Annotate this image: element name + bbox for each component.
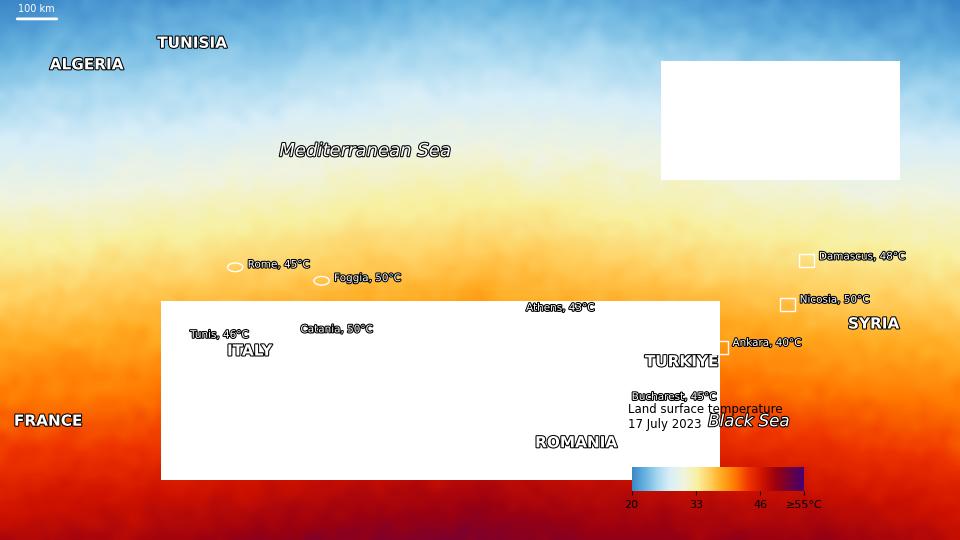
- Text: TURKIYE: TURKIYE: [645, 354, 718, 369]
- Text: Catania, 50°C: Catania, 50°C: [300, 325, 373, 334]
- Text: Damascus, 48°C: Damascus, 48°C: [819, 252, 905, 261]
- Text: Rome, 45°C: Rome, 45°C: [248, 260, 310, 269]
- Text: ALGERIA: ALGERIA: [50, 57, 123, 72]
- Text: ROMANIA: ROMANIA: [535, 435, 617, 450]
- Text: Bucharest, 45°C: Bucharest, 45°C: [632, 392, 717, 402]
- Text: FRANCE: FRANCE: [14, 414, 82, 429]
- Text: Land surface temperature
17 July 2023: Land surface temperature 17 July 2023: [628, 403, 782, 431]
- Text: TUNISIA: TUNISIA: [157, 36, 227, 51]
- Text: ITALY: ITALY: [227, 343, 273, 359]
- Text: Ankara, 40°C: Ankara, 40°C: [732, 338, 802, 348]
- Text: Mediterranean Sea: Mediterranean Sea: [279, 142, 450, 160]
- Text: Athens, 43°C: Athens, 43°C: [526, 303, 595, 313]
- Text: Nicosia, 50°C: Nicosia, 50°C: [800, 295, 870, 305]
- Text: Tunis, 46°C: Tunis, 46°C: [190, 330, 249, 340]
- Text: Black Sea: Black Sea: [708, 412, 789, 430]
- Text: 100 km: 100 km: [18, 3, 55, 14]
- Text: SYRIA: SYRIA: [848, 316, 900, 332]
- Text: Foggia, 50°C: Foggia, 50°C: [334, 273, 401, 283]
